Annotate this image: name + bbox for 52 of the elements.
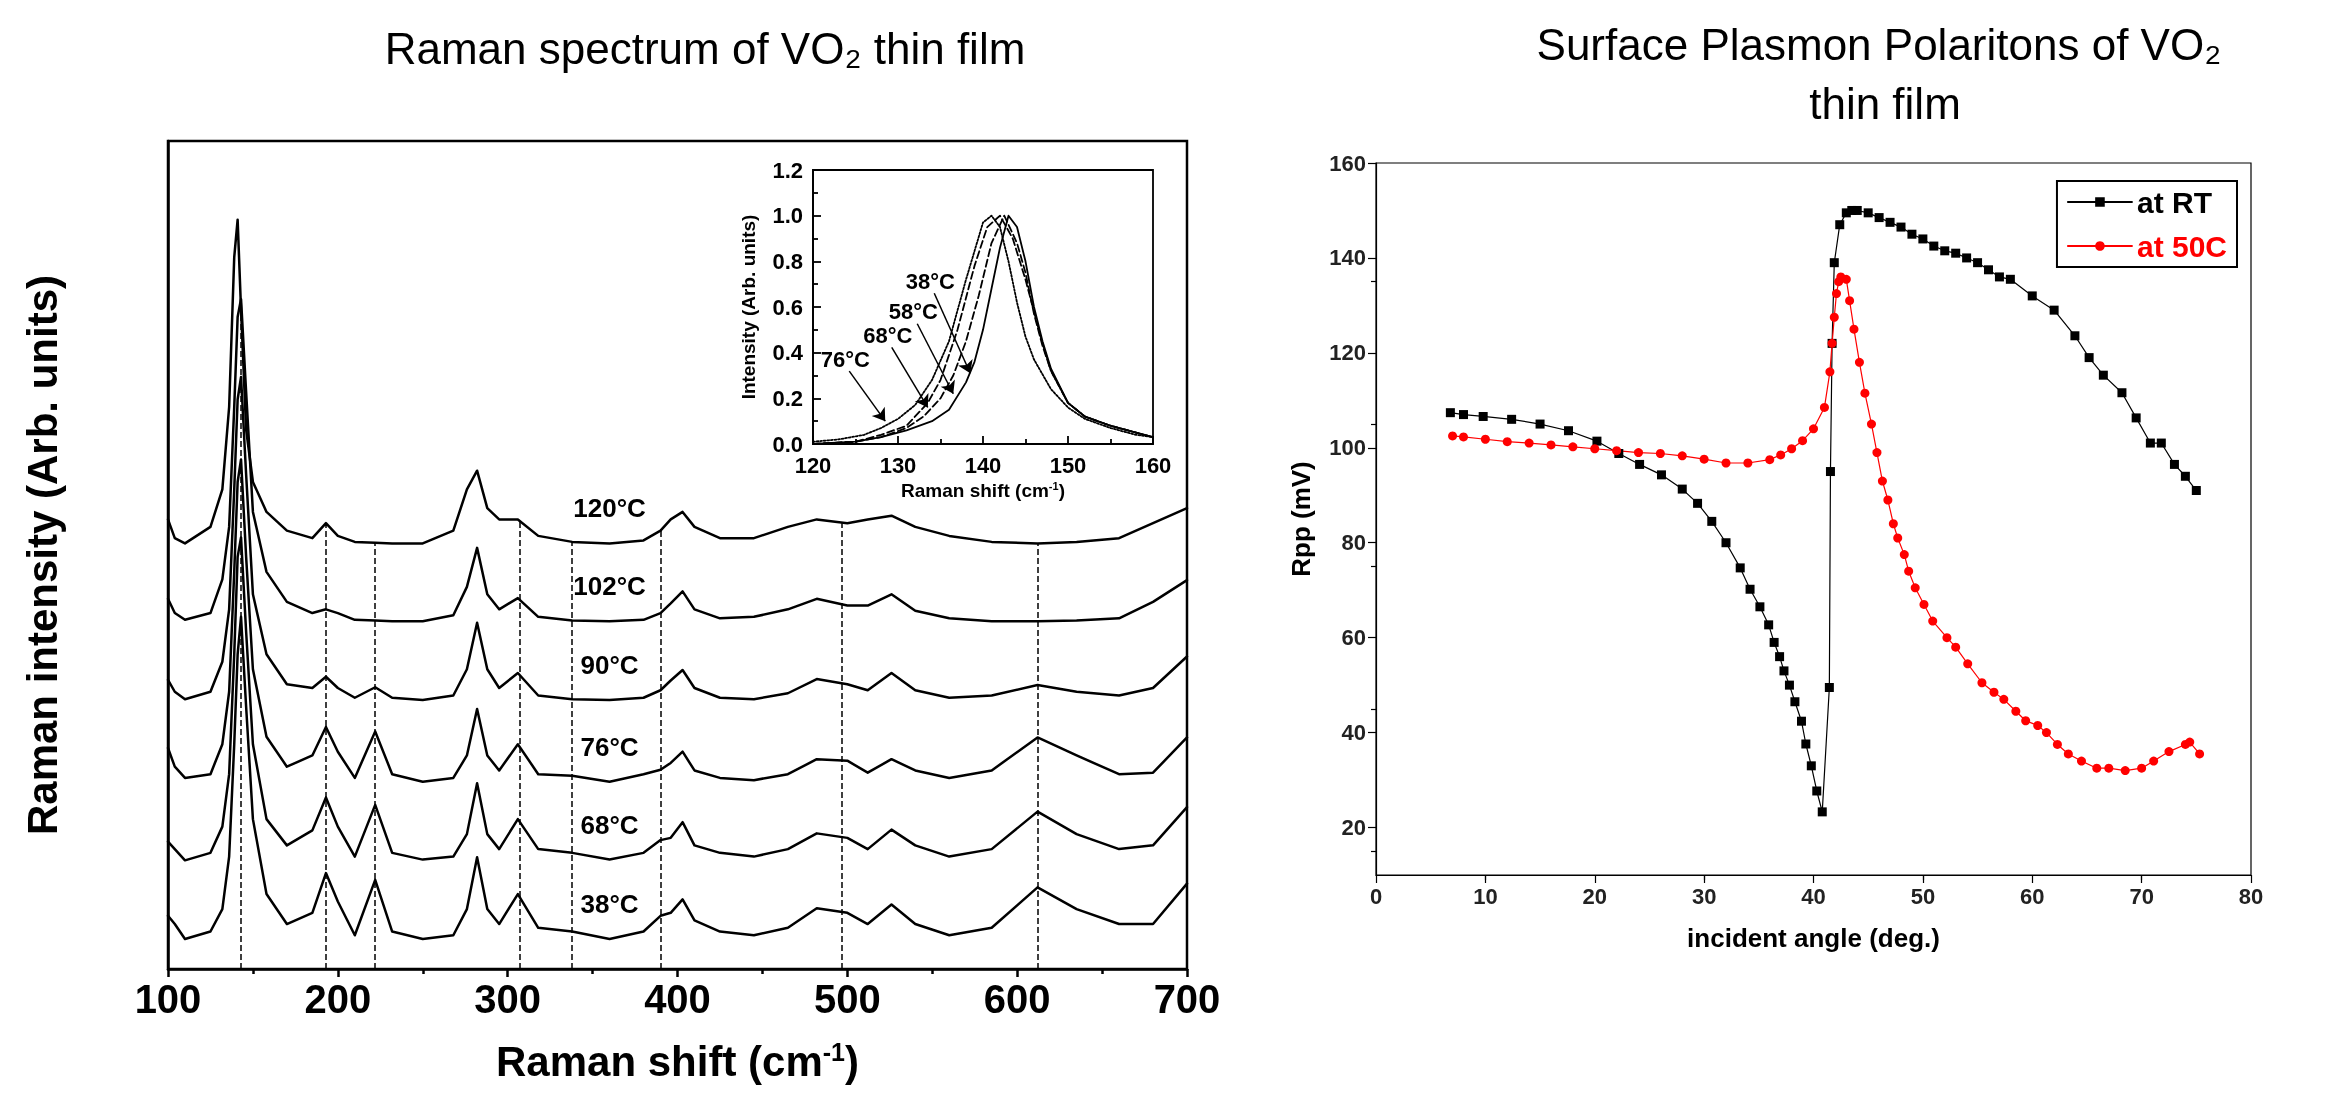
annotation: 38°C bbox=[580, 889, 639, 920]
y-tick-label: 1.2 bbox=[772, 157, 803, 183]
y-tick-label: 0.2 bbox=[772, 385, 803, 411]
y-tick-label: 160 bbox=[1329, 150, 1366, 176]
y-tick-label: 60 bbox=[1341, 625, 1366, 651]
x-tick-label: 100 bbox=[134, 977, 202, 1021]
annotation: 38°C bbox=[905, 268, 955, 294]
chart-title: Raman spectrum of VO₂ thin film bbox=[384, 24, 1026, 73]
x-tick-label: 40 bbox=[1801, 883, 1826, 909]
x-tick-label: 70 bbox=[2129, 883, 2154, 909]
y-tick-label: 40 bbox=[1341, 720, 1366, 746]
y-axis-title: Raman intensity (Arb. units) bbox=[18, 274, 66, 836]
y-tick-label: 140 bbox=[1329, 245, 1366, 271]
annotation: 90°C bbox=[580, 649, 639, 680]
x-tick-label: 0 bbox=[1369, 883, 1383, 909]
x-tick-label: 140 bbox=[964, 452, 1002, 478]
annotation: 68°C bbox=[580, 809, 639, 840]
y-axis-title: Intensity (Arb. units) bbox=[738, 214, 759, 400]
x-tick-label: 60 bbox=[2020, 883, 2045, 909]
x-tick-label: 300 bbox=[474, 977, 542, 1021]
legend-label: at 50C bbox=[2136, 229, 2227, 263]
y-tick-label: 0.4 bbox=[772, 340, 804, 366]
y-tick-label: 80 bbox=[1341, 530, 1366, 556]
x-tick-label: 600 bbox=[983, 977, 1051, 1021]
x-tick-label: 160 bbox=[1134, 452, 1172, 478]
annotation: 120°C bbox=[573, 493, 647, 524]
y-tick-label: 120 bbox=[1329, 340, 1366, 366]
x-tick-label: 150 bbox=[1049, 452, 1087, 478]
x-tick-label: 130 bbox=[879, 452, 917, 478]
x-tick-label: 400 bbox=[644, 977, 711, 1021]
y-tick-label: 0.8 bbox=[772, 248, 803, 274]
x-tick-label: 700 bbox=[1153, 977, 1221, 1021]
x-tick-label: 200 bbox=[304, 977, 372, 1021]
y-tick-label: 0.6 bbox=[772, 294, 803, 320]
y-axis-title: Rpp (mV) bbox=[1286, 461, 1316, 577]
legend-label: at RT bbox=[2136, 185, 2212, 219]
x-tick-label: 50 bbox=[1910, 883, 1936, 909]
chart-title: Surface Plasmon Polaritons of VO₂ thin film bbox=[1536, 20, 2234, 128]
annotation: 76°C bbox=[820, 346, 870, 372]
annotation: 76°C bbox=[580, 731, 639, 762]
x-tick-label: 500 bbox=[813, 977, 881, 1021]
x-axis-title: incident angle (deg.) bbox=[1687, 923, 1940, 953]
x-tick-label: 30 bbox=[1691, 883, 1717, 909]
annotation: 58°C bbox=[888, 299, 938, 325]
x-tick-label: 20 bbox=[1582, 883, 1607, 909]
x-tick-label: 10 bbox=[1473, 883, 1498, 909]
annotation: 102°C bbox=[573, 571, 647, 602]
y-tick-label: 1.0 bbox=[772, 203, 803, 229]
x-tick-label: 80 bbox=[2238, 883, 2264, 909]
y-tick-label: 20 bbox=[1341, 815, 1366, 841]
y-tick-label: 100 bbox=[1329, 435, 1366, 461]
annotation: 68°C bbox=[863, 322, 913, 348]
